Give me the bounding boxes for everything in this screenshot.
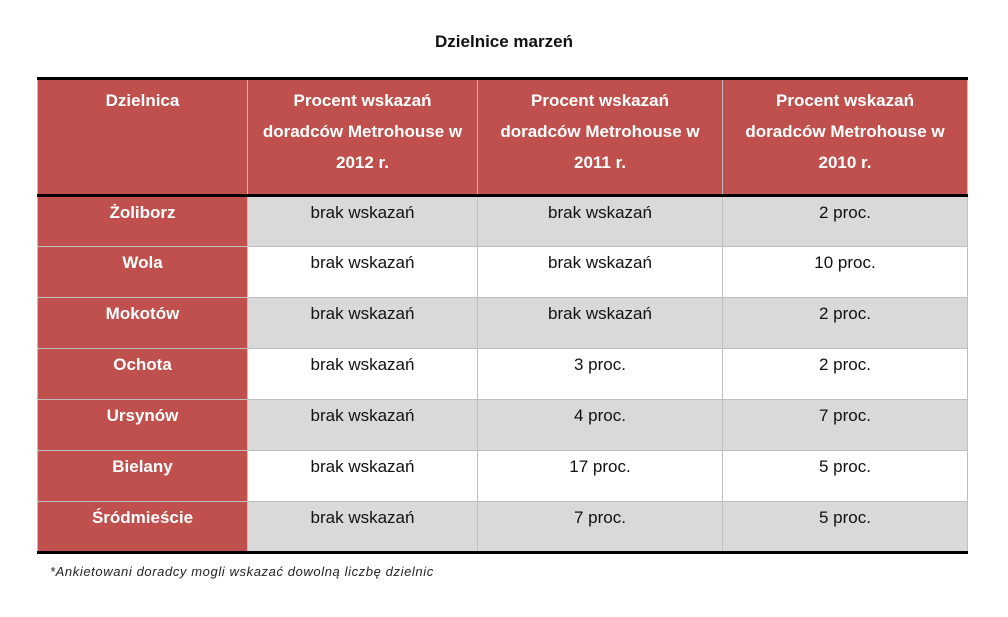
header-cell: Procent wskazań doradców Metrohouse w 20… <box>247 78 478 196</box>
table-row: Bielany brak wskazań 17 proc. 5 proc. <box>37 450 968 502</box>
footnote: *Ankietowani doradcy mogli wskazać dowol… <box>50 564 434 579</box>
district-cell: Mokotów <box>37 297 248 349</box>
value-cell: brak wskazań <box>247 399 478 451</box>
value-cell: brak wskazań <box>247 450 478 502</box>
value-cell: brak wskazań <box>247 246 478 298</box>
value-cell: brak wskazań <box>477 297 723 349</box>
value-cell: brak wskazań <box>477 195 723 247</box>
value-cell: 7 proc. <box>477 501 723 553</box>
value-cell: 2 proc. <box>722 348 968 400</box>
value-cell: 7 proc. <box>722 399 968 451</box>
header-cell: Procent wskazań doradców Metrohouse w 20… <box>722 78 968 196</box>
value-cell: 4 proc. <box>477 399 723 451</box>
value-cell: 17 proc. <box>477 450 723 502</box>
district-cell: Bielany <box>37 450 248 502</box>
value-cell: brak wskazań <box>247 501 478 553</box>
value-cell: 2 proc. <box>722 195 968 247</box>
table-row: Mokotów brak wskazań brak wskazań 2 proc. <box>37 297 968 349</box>
value-cell: 10 proc. <box>722 246 968 298</box>
table-row: Śródmieście brak wskazań 7 proc. 5 proc. <box>37 501 968 553</box>
value-cell: 5 proc. <box>722 450 968 502</box>
table-row: Ursynów brak wskazań 4 proc. 7 proc. <box>37 399 968 451</box>
table-row: Wola brak wskazań brak wskazań 10 proc. <box>37 246 968 298</box>
district-cell: Ochota <box>37 348 248 400</box>
header-cell: Dzielnica <box>37 78 248 196</box>
district-cell: Żoliborz <box>37 195 248 247</box>
districts-table: Dzielnica Procent wskazań doradców Metro… <box>37 77 968 554</box>
value-cell: brak wskazań <box>477 246 723 298</box>
value-cell: brak wskazań <box>247 297 478 349</box>
value-cell: 3 proc. <box>477 348 723 400</box>
value-cell: brak wskazań <box>247 348 478 400</box>
district-cell: Wola <box>37 246 248 298</box>
value-cell: 2 proc. <box>722 297 968 349</box>
district-cell: Śródmieście <box>37 501 248 553</box>
value-cell: 5 proc. <box>722 501 968 553</box>
table-row: Żoliborz brak wskazań brak wskazań 2 proc. <box>37 195 968 247</box>
header-cell: Procent wskazań doradców Metrohouse w 20… <box>477 78 723 196</box>
table-row: Ochota brak wskazań 3 proc. 2 proc. <box>37 348 968 400</box>
district-cell: Ursynów <box>37 399 248 451</box>
table-title: Dzielnice marzeń <box>435 32 573 51</box>
header-row: Dzielnica Procent wskazań doradców Metro… <box>37 78 968 196</box>
value-cell: brak wskazań <box>247 195 478 247</box>
